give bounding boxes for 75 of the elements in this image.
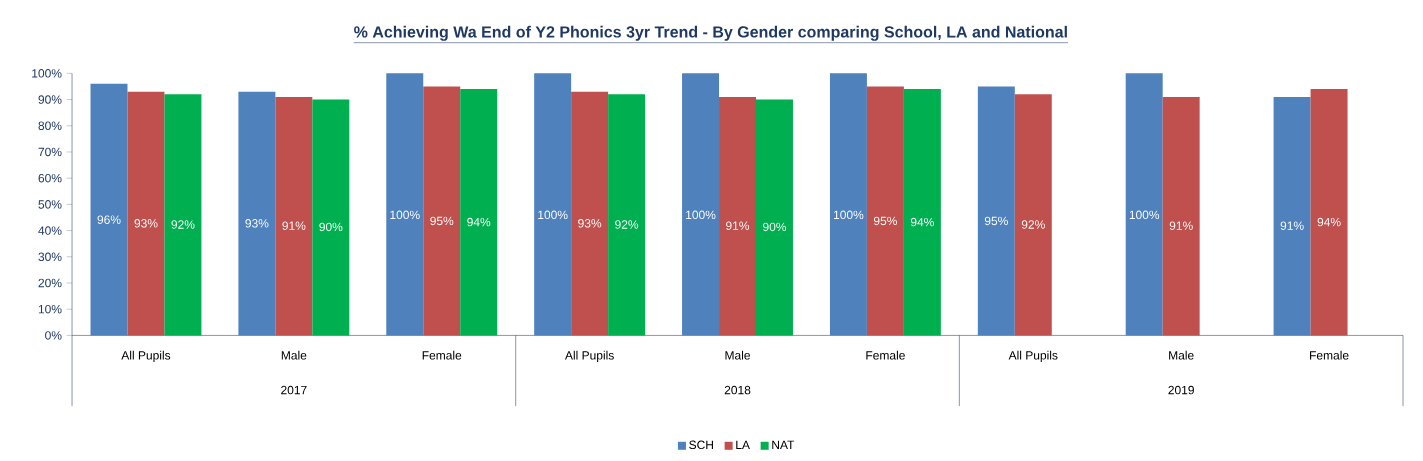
bar [903,88,941,336]
data-label: 100% [538,210,568,219]
y-tick-label: 10% [38,304,62,314]
data-label: 93% [245,218,269,228]
legend-label: LA [736,440,750,449]
legend-label: NAT [772,440,795,449]
data-label: 100% [686,210,716,219]
bar [1310,88,1348,336]
bar [682,73,720,336]
y-tick-label: 80% [38,121,62,130]
data-label: 94% [910,217,934,227]
data-label: 95% [430,216,454,225]
bar [90,83,128,336]
bar [386,73,424,336]
y-tick-label: 0% [45,330,62,340]
data-label: 92% [1021,220,1045,229]
x-tick-label: All Pupils [564,350,614,362]
bar [423,86,461,336]
data-label: 93% [578,218,602,228]
x-tick-label: Female [422,350,462,360]
x-tick-label: Male [725,350,750,360]
data-label: 90% [319,222,343,231]
bar [164,94,202,336]
x-tick-label: Female [1310,350,1349,360]
x-tick-label: All Pupils [1008,350,1058,362]
data-label: 100% [1129,210,1160,219]
bar [756,99,793,336]
y-tick-label: 90% [38,95,62,104]
bar [719,96,756,336]
x-tick-label: Male [1169,350,1194,360]
y-tick-label: 70% [38,147,62,157]
y-tick-label: 50% [38,199,62,209]
data-label: 96% [97,215,121,224]
bar [977,86,1015,336]
bar [238,91,276,336]
bar [534,73,572,336]
bar [460,88,498,336]
bar [866,86,904,336]
y-tick-label: 40% [38,226,62,235]
chart-title: % Achieving Wa End of Y2 Phonics 3yr Trend - By Gender comparing School, LA and National [354,25,1067,41]
x-tick-label: Female [866,350,905,360]
bar [275,96,313,336]
data-label: 92% [615,220,639,229]
x-tick-label: All Pupils [121,350,171,362]
data-label: 91% [1169,221,1193,230]
legend-label: SCH [689,440,713,449]
text: 2017 [281,385,307,395]
text: 2019 [1168,385,1194,395]
bar [829,73,867,336]
bar [1273,96,1311,336]
bar [1125,73,1163,336]
y-tick-label: 20% [38,278,62,288]
bar [1162,96,1200,336]
data-label: 95% [984,216,1008,225]
data-label: 100% [834,210,864,219]
data-label: 91% [282,221,306,230]
x-tick-label: Male [281,350,307,360]
data-label: 100% [390,210,420,219]
y-tick-label: 100% [32,68,62,78]
text: 2018 [724,385,751,395]
data-label: 91% [726,221,750,230]
data-label: 93% [134,218,158,228]
data-label: 91% [1280,221,1304,230]
bar [571,91,609,336]
data-label: 94% [1317,217,1341,227]
y-tick-label: 30% [38,252,62,261]
bar [312,99,350,336]
data-label: 95% [873,216,897,225]
bar [608,94,646,336]
data-label: 92% [171,220,195,229]
bar [127,91,165,336]
data-label: 90% [763,222,787,231]
data-label: 94% [467,217,491,227]
bar [1014,94,1052,336]
y-tick-label: 60% [38,173,62,183]
